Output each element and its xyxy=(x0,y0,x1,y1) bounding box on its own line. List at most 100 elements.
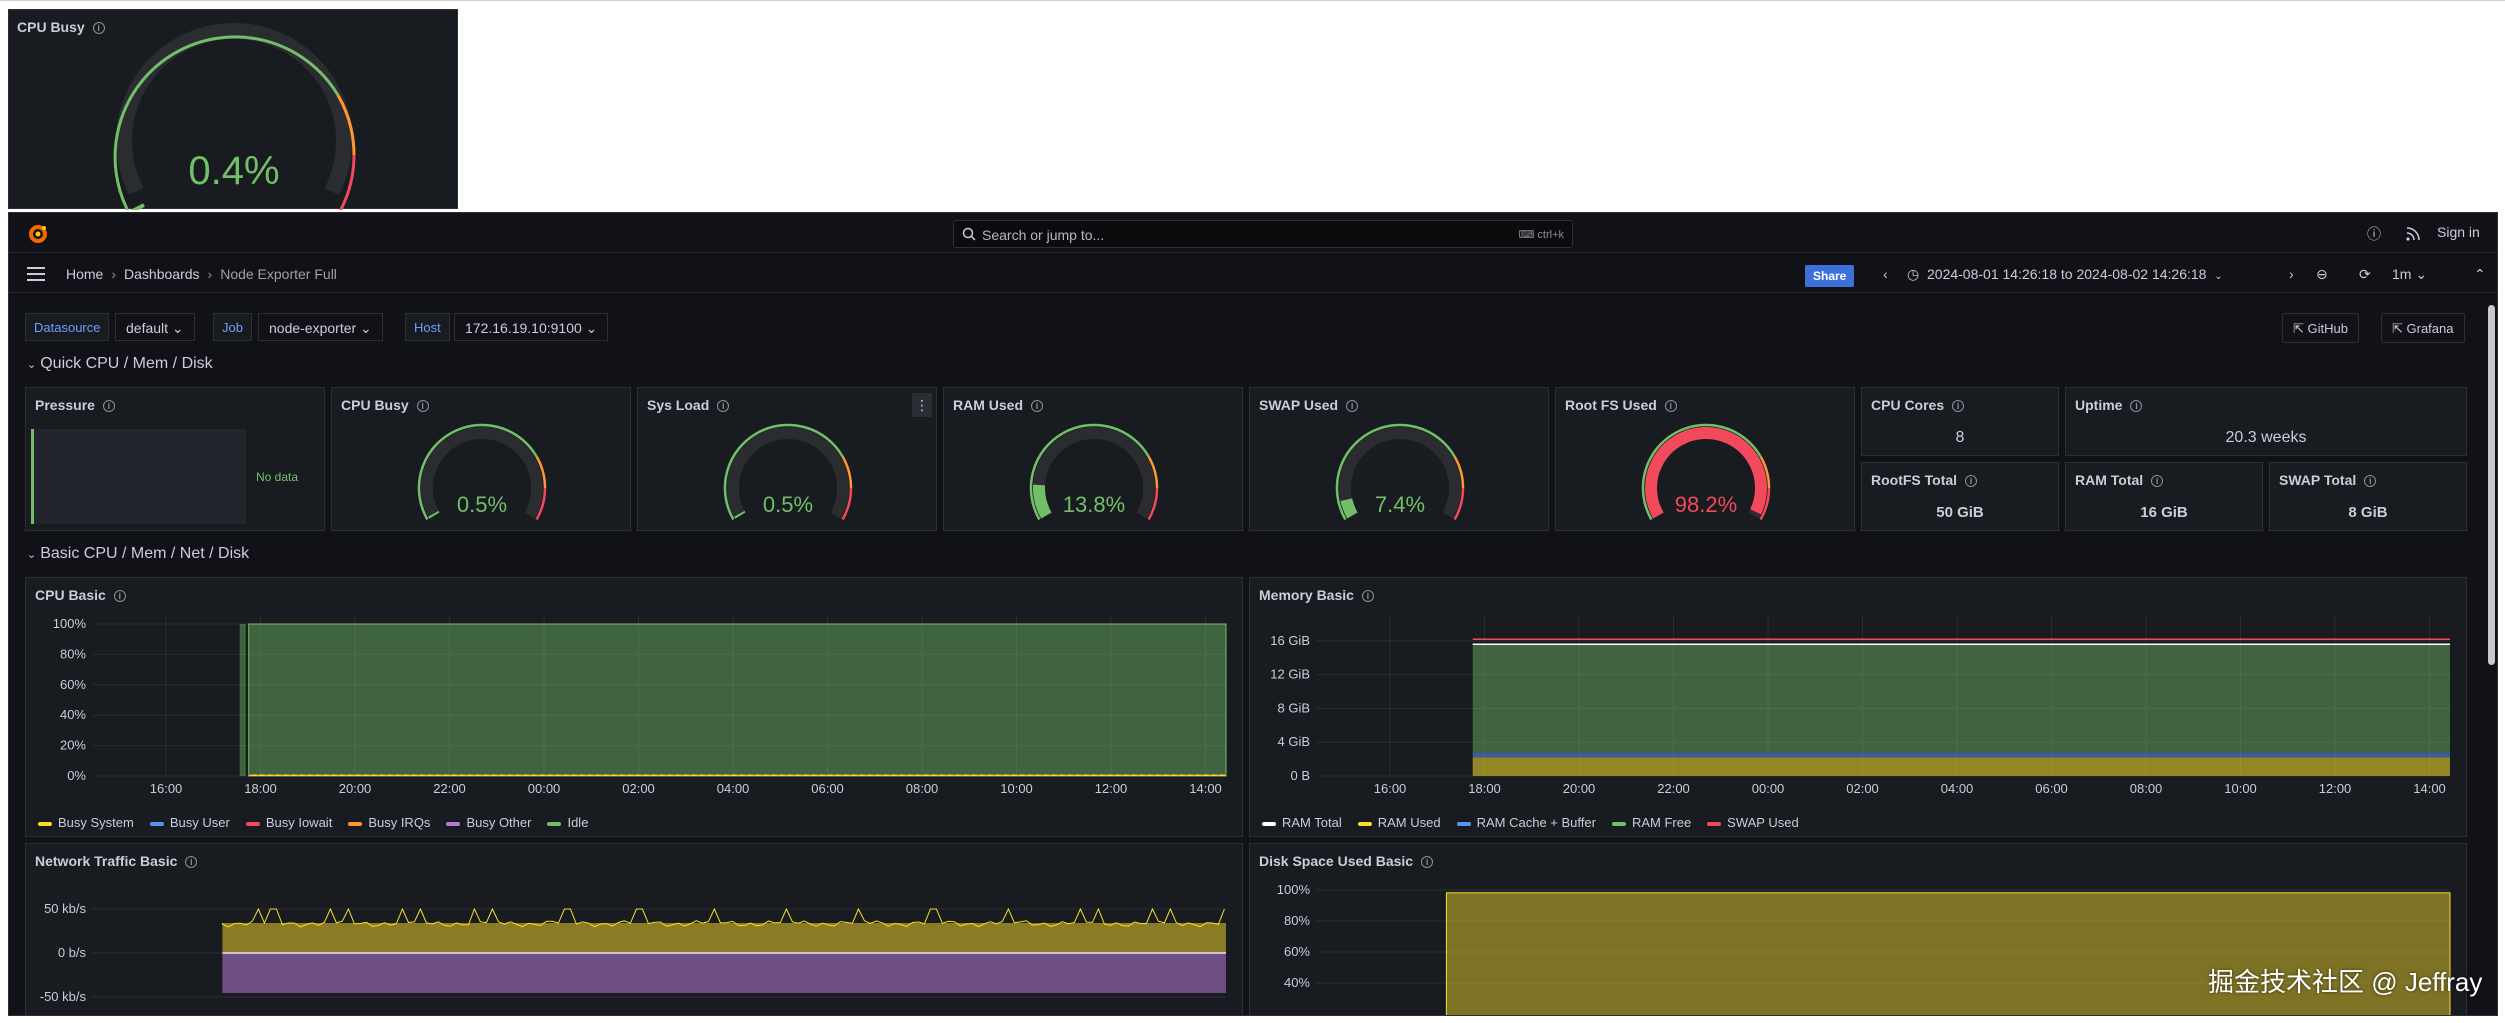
panel-title: CPU Cores i xyxy=(1871,397,1965,413)
legend-item[interactable]: Busy Other xyxy=(446,815,531,830)
series-receive-area xyxy=(222,923,1226,953)
sys-load-panel: Sys Load i ⋮ 0.5% xyxy=(637,387,937,531)
collapse-icon[interactable]: ⌃ xyxy=(2474,266,2486,282)
panel-title: RootFS Total i xyxy=(1871,472,1978,488)
y-tick-label: 12 GiB xyxy=(1270,667,1310,682)
legend-swatch xyxy=(245,821,260,826)
menu-icon[interactable] xyxy=(27,267,45,285)
gauge-threshold-red xyxy=(1147,487,1159,521)
time-forward-button[interactable]: › xyxy=(2289,266,2294,282)
github-link-button[interactable]: ⇱ GitHub xyxy=(2282,313,2359,343)
rss-icon[interactable] xyxy=(2406,227,2420,241)
panel-menu-icon[interactable]: ⋮ xyxy=(912,393,932,417)
legend-item[interactable]: RAM Free xyxy=(1611,815,1692,830)
x-tick-label: 08:00 xyxy=(2130,781,2163,796)
legend-label: RAM Total xyxy=(1282,815,1342,830)
scrollbar-thumb[interactable] xyxy=(2488,305,2495,665)
grafana-dashboard-window: Search or jump to... ⌨ ctrl+k ⓘ Sign in … xyxy=(8,212,2498,1016)
variable-select-job[interactable]: node-exporter ⌄ xyxy=(258,313,383,341)
legend-item[interactable]: Busy System xyxy=(38,815,134,830)
info-icon[interactable]: i xyxy=(2151,475,2164,488)
info-icon[interactable]: i xyxy=(416,400,429,413)
info-icon[interactable]: i xyxy=(1346,400,1359,413)
gauge-value-arc xyxy=(1033,484,1052,519)
info-icon[interactable]: i xyxy=(1664,400,1677,413)
x-tick-label: 08:00 xyxy=(906,781,939,796)
legend-item[interactable]: Busy Iowait xyxy=(245,815,333,830)
share-button[interactable]: Share xyxy=(1805,265,1855,287)
info-icon[interactable]: i xyxy=(1031,400,1044,413)
info-icon[interactable]: i xyxy=(102,400,115,413)
rootfs-total-panel: RootFS Total i 50 GiB xyxy=(1861,462,2059,531)
y-tick-label: 100% xyxy=(1277,882,1311,897)
legend-item[interactable]: Busy IRQs xyxy=(348,815,430,830)
panel-title: Sys Load i xyxy=(647,397,730,413)
legend-swatch xyxy=(446,821,461,826)
legend-label: Idle xyxy=(567,815,589,830)
y-tick-label: 8 GiB xyxy=(1277,700,1310,715)
zoom-out-icon[interactable]: ⊖ xyxy=(2316,266,2328,282)
legend-item[interactable]: RAM Total xyxy=(1262,815,1342,830)
legend-label: RAM Free xyxy=(1631,815,1692,830)
info-icon[interactable]: i xyxy=(2130,400,2143,413)
info-icon[interactable]: i xyxy=(717,400,730,413)
info-icon[interactable]: i xyxy=(1952,400,1965,413)
x-tick-label: 02:00 xyxy=(622,781,655,796)
grafana-logo-icon[interactable] xyxy=(27,223,49,245)
gauge: 7.4% xyxy=(1335,423,1465,521)
series-rootfs-area xyxy=(1445,892,2451,1015)
time-picker[interactable]: ◷ 2024-08-01 14:26:18 to 2024-08-02 14:2… xyxy=(1907,266,2223,283)
legend-item[interactable]: Busy User xyxy=(149,815,230,830)
legend-item[interactable]: SWAP Used xyxy=(1707,815,1799,830)
chart-legend: Busy System Busy User Busy Iowait Busy IRQs… xyxy=(38,815,604,830)
variable-select-host[interactable]: 172.16.19.10:9100 ⌄ xyxy=(454,313,609,341)
info-icon[interactable]: i xyxy=(2364,475,2377,488)
info-icon[interactable]: i xyxy=(92,22,105,35)
cpu-busy-gauge: 0.4% xyxy=(113,22,356,210)
gauge-threshold-orange xyxy=(1759,455,1771,489)
series-idle-area xyxy=(248,623,1227,777)
info-icon[interactable]: i xyxy=(1361,590,1374,603)
gauge-threshold-orange xyxy=(1147,455,1159,489)
x-tick-label: 06:00 xyxy=(2035,781,2068,796)
scrollbar[interactable] xyxy=(2485,293,2497,1015)
gauge-value: 0.5% xyxy=(457,492,507,517)
legend-label: RAM Cache + Buffer xyxy=(1476,815,1596,830)
root-fs-used-panel: Root FS Used i 98.2% xyxy=(1555,387,1855,531)
swap-used-panel: SWAP Used i 7.4% xyxy=(1249,387,1549,531)
sign-in-link[interactable]: Sign in xyxy=(2437,224,2480,240)
breadcrumb-dashboards[interactable]: Dashboards xyxy=(124,266,200,282)
legend-item[interactable]: Idle xyxy=(547,815,588,830)
breadcrumb-home[interactable]: Home xyxy=(66,266,104,282)
gauge-value: 7.4% xyxy=(1375,492,1425,517)
gauge-threshold-orange xyxy=(535,455,547,489)
variable-select-datasource[interactable]: default ⌄ xyxy=(115,313,195,341)
info-icon[interactable]: i xyxy=(113,590,126,603)
refresh-icon[interactable]: ⟳ xyxy=(2359,266,2371,282)
info-icon[interactable]: i xyxy=(1965,475,1978,488)
chart-plot: 16 GiB 12 GiB 8 GiB 4 GiB 0 B 16:00 18:00 20:00… xyxy=(1270,616,2450,796)
help-icon[interactable]: ⓘ xyxy=(2367,226,2381,242)
legend-item[interactable]: RAM Cache + Buffer xyxy=(1456,815,1596,830)
chart-plot: 50 kb/s 0 b/s -50 kb/s xyxy=(40,901,1226,1004)
row-header-quick[interactable]: ⌄ Quick CPU / Mem / Disk xyxy=(27,355,213,372)
x-tick-label: 22:00 xyxy=(433,781,466,796)
info-icon[interactable]: i xyxy=(1421,856,1434,869)
legend-item[interactable]: RAM Used xyxy=(1357,815,1441,830)
panel-title: Disk Space Used Basic i xyxy=(1259,853,1434,869)
grafana-link-button[interactable]: ⇱ Grafana xyxy=(2381,313,2465,343)
gauge-threshold-red xyxy=(1759,487,1771,521)
gauge: 98.2% xyxy=(1641,423,1771,521)
info-icon[interactable]: i xyxy=(185,856,198,869)
search-input[interactable]: Search or jump to... ⌨ ctrl+k xyxy=(953,220,1573,248)
gauge-threshold-green xyxy=(723,423,844,521)
legend-label: Busy Iowait xyxy=(265,815,333,830)
refresh-interval-select[interactable]: 1m ⌄ xyxy=(2392,266,2428,282)
swap-total-panel: SWAP Total i 8 GiB xyxy=(2269,462,2467,531)
network-traffic-basic-panel: Network Traffic Basic i 50 kb/s 0 b/s -50 k… xyxy=(25,843,1243,1015)
x-tick-label: 04:00 xyxy=(1941,781,1974,796)
time-back-button[interactable]: ‹ xyxy=(1883,266,1888,282)
panel-title: CPU Basic i xyxy=(35,587,126,603)
row-header-basic[interactable]: ⌄ Basic CPU / Mem / Net / Disk xyxy=(27,545,250,562)
standalone-cpu-busy-panel: CPU Busy i 0.4% xyxy=(8,9,458,210)
